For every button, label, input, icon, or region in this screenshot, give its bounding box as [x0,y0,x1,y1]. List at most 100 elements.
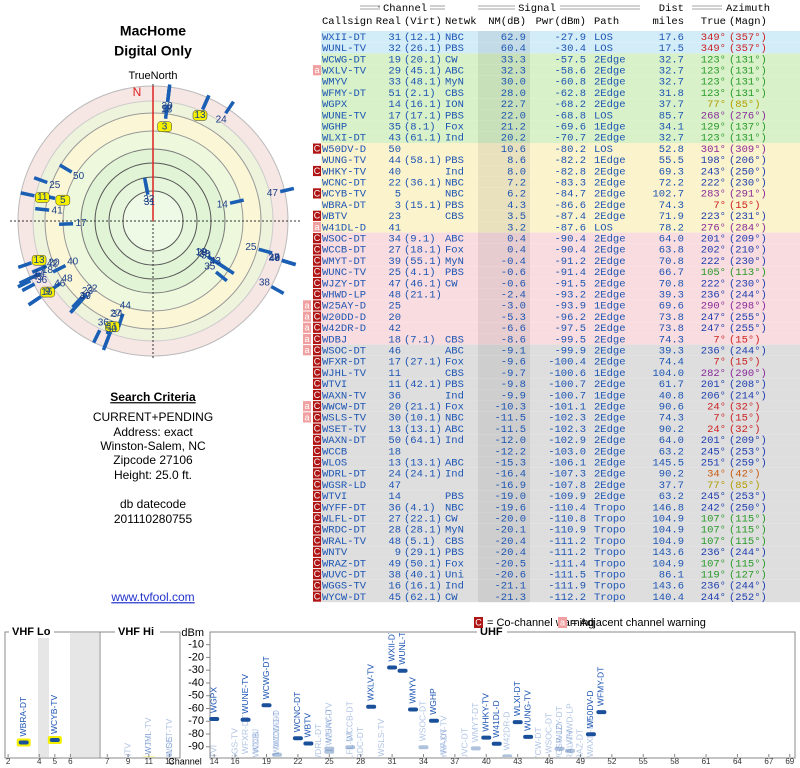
column-header: NM(dB) [488,16,526,28]
cell-path: 2Edge [594,334,626,346]
station-bearing [201,94,211,109]
cell-pwr: -112.2 [548,592,586,604]
cell-real: 50 [388,144,401,156]
x-tick-label: 61 [702,757,711,766]
cell-path: Tropo [594,592,626,604]
cell-call: WCCB-DT [322,245,366,257]
site-link[interactable]: www.tvfool.com [110,590,194,604]
vhf-highlight [31,254,47,266]
cell-az: 276° [701,222,726,234]
warning-mark: C [314,580,321,590]
x-tick-label: 28 [356,757,365,766]
cell-pwr: -80.2 [554,144,586,156]
x-tick-label: 43 [513,757,522,766]
cell-mag: (250°) [729,166,767,178]
cell-real: 42 [388,323,401,335]
cell-pwr: -109.9 [548,491,586,503]
cell-call: WSLS-TV [322,413,367,425]
bearing-channel: 47 [80,291,92,302]
cell-net: CBS [445,211,464,223]
legend-adj-mark: a [560,617,565,627]
cell-path: 2Edge [594,133,626,145]
x-tick-label: 64 [733,757,742,766]
cell-mag: (284°) [729,222,767,234]
cell-dist: 37.7 [659,99,684,111]
cell-path: 2Edge [594,289,626,301]
vhf-highlight [55,194,71,206]
cell-az: 201° [701,435,726,447]
cell-real: 25 [388,267,401,279]
cell-dist: 32.7 [659,54,684,66]
cell-real: 22 [388,177,401,189]
cell-call: WCCB [322,446,347,458]
cell-net: PBS [445,267,464,279]
station-bearing [258,247,273,255]
cell-path: 1Edge [594,121,626,133]
power-mark [252,756,260,757]
cell-az: 243° [701,166,726,178]
spectrum: VHF Lo 2 4 5 6 VHF Hi 7 9 11 13 UHF 14 16 19 22 25 28 31 3… [6,626,795,766]
bearing-channel: 11 [37,192,48,203]
warning-mark: C [314,323,321,333]
cell-mag: (115°) [729,558,767,570]
x-tick-label: 22 [293,757,302,766]
bearing-channel: 36 [36,275,48,286]
power-mark [209,716,220,721]
table-row [321,176,800,188]
cell-mag: (290°) [729,368,767,380]
cell-virt: (62.1) [404,592,442,604]
cell-nm: 3.5 [507,211,526,223]
cell-dist: 71.9 [659,211,684,223]
cell-pwr: -82.8 [554,166,586,178]
power-callsign: WGPX [208,687,218,713]
nm-column-shade [478,512,530,524]
cell-path: Tropo [594,525,626,537]
cell-virt: (5.1) [404,536,436,548]
cell-pwr: -97.5 [554,323,586,335]
criteria-line: Height: 25.0 ft. [114,468,192,482]
cell-virt: (9.1) [404,233,436,245]
x-tick-label: 9 [126,757,131,766]
cell-mag: (231°) [729,211,767,223]
power-mark [586,761,596,765]
cell-call: WXLV-TV [322,65,367,77]
cell-dist: 104.9 [652,558,684,570]
cell-virt: (29.1) [404,547,442,559]
station-bearing [31,265,46,274]
cell-pwr: -106.1 [548,457,586,469]
cell-az: 7° [713,200,726,212]
table-row [321,591,800,603]
warning-mark: a [304,300,309,310]
cell-dist: 90.2 [659,424,684,436]
bearing-channel: 40 [67,257,79,268]
cell-net: Ind [445,581,464,593]
cell-nm: -2.4 [501,289,526,301]
table-row [321,131,800,143]
band-label: VHF Hi [118,626,154,638]
cell-virt: (10.1) [404,413,442,425]
cell-az: 236° [701,547,726,559]
cell-nm: -20.4 [494,536,526,548]
y-tick-label: -30 [188,664,204,676]
power-callsign: WBTV [303,713,313,738]
cell-call: WHKY-TV [322,166,367,178]
power-callsign: WSLS-TV [376,718,386,756]
cell-path: LOS [594,222,613,234]
cell-net: CW [445,592,458,604]
cell-net: CBS [445,536,464,548]
cell-az: 77° [707,99,726,111]
column-header: Pwr(dBm) [536,16,586,28]
cell-net: CW [445,54,458,66]
y-tick-label: -20 [188,651,204,663]
table-row [321,210,800,222]
cell-pwr: -102.3 [548,424,586,436]
warning-mark: a [304,323,309,333]
power-callsign: WUNE-TV [240,674,250,714]
station-bearing [270,285,285,295]
cell-mag: (209°) [729,435,767,447]
cell-path: 2Edge [594,413,626,425]
power-callsign: WSOC-DT [418,701,428,742]
cell-pwr: -100.4 [548,357,586,369]
cell-call: WUNG-TV [322,155,367,167]
bearing-channel: 48 [269,253,281,264]
